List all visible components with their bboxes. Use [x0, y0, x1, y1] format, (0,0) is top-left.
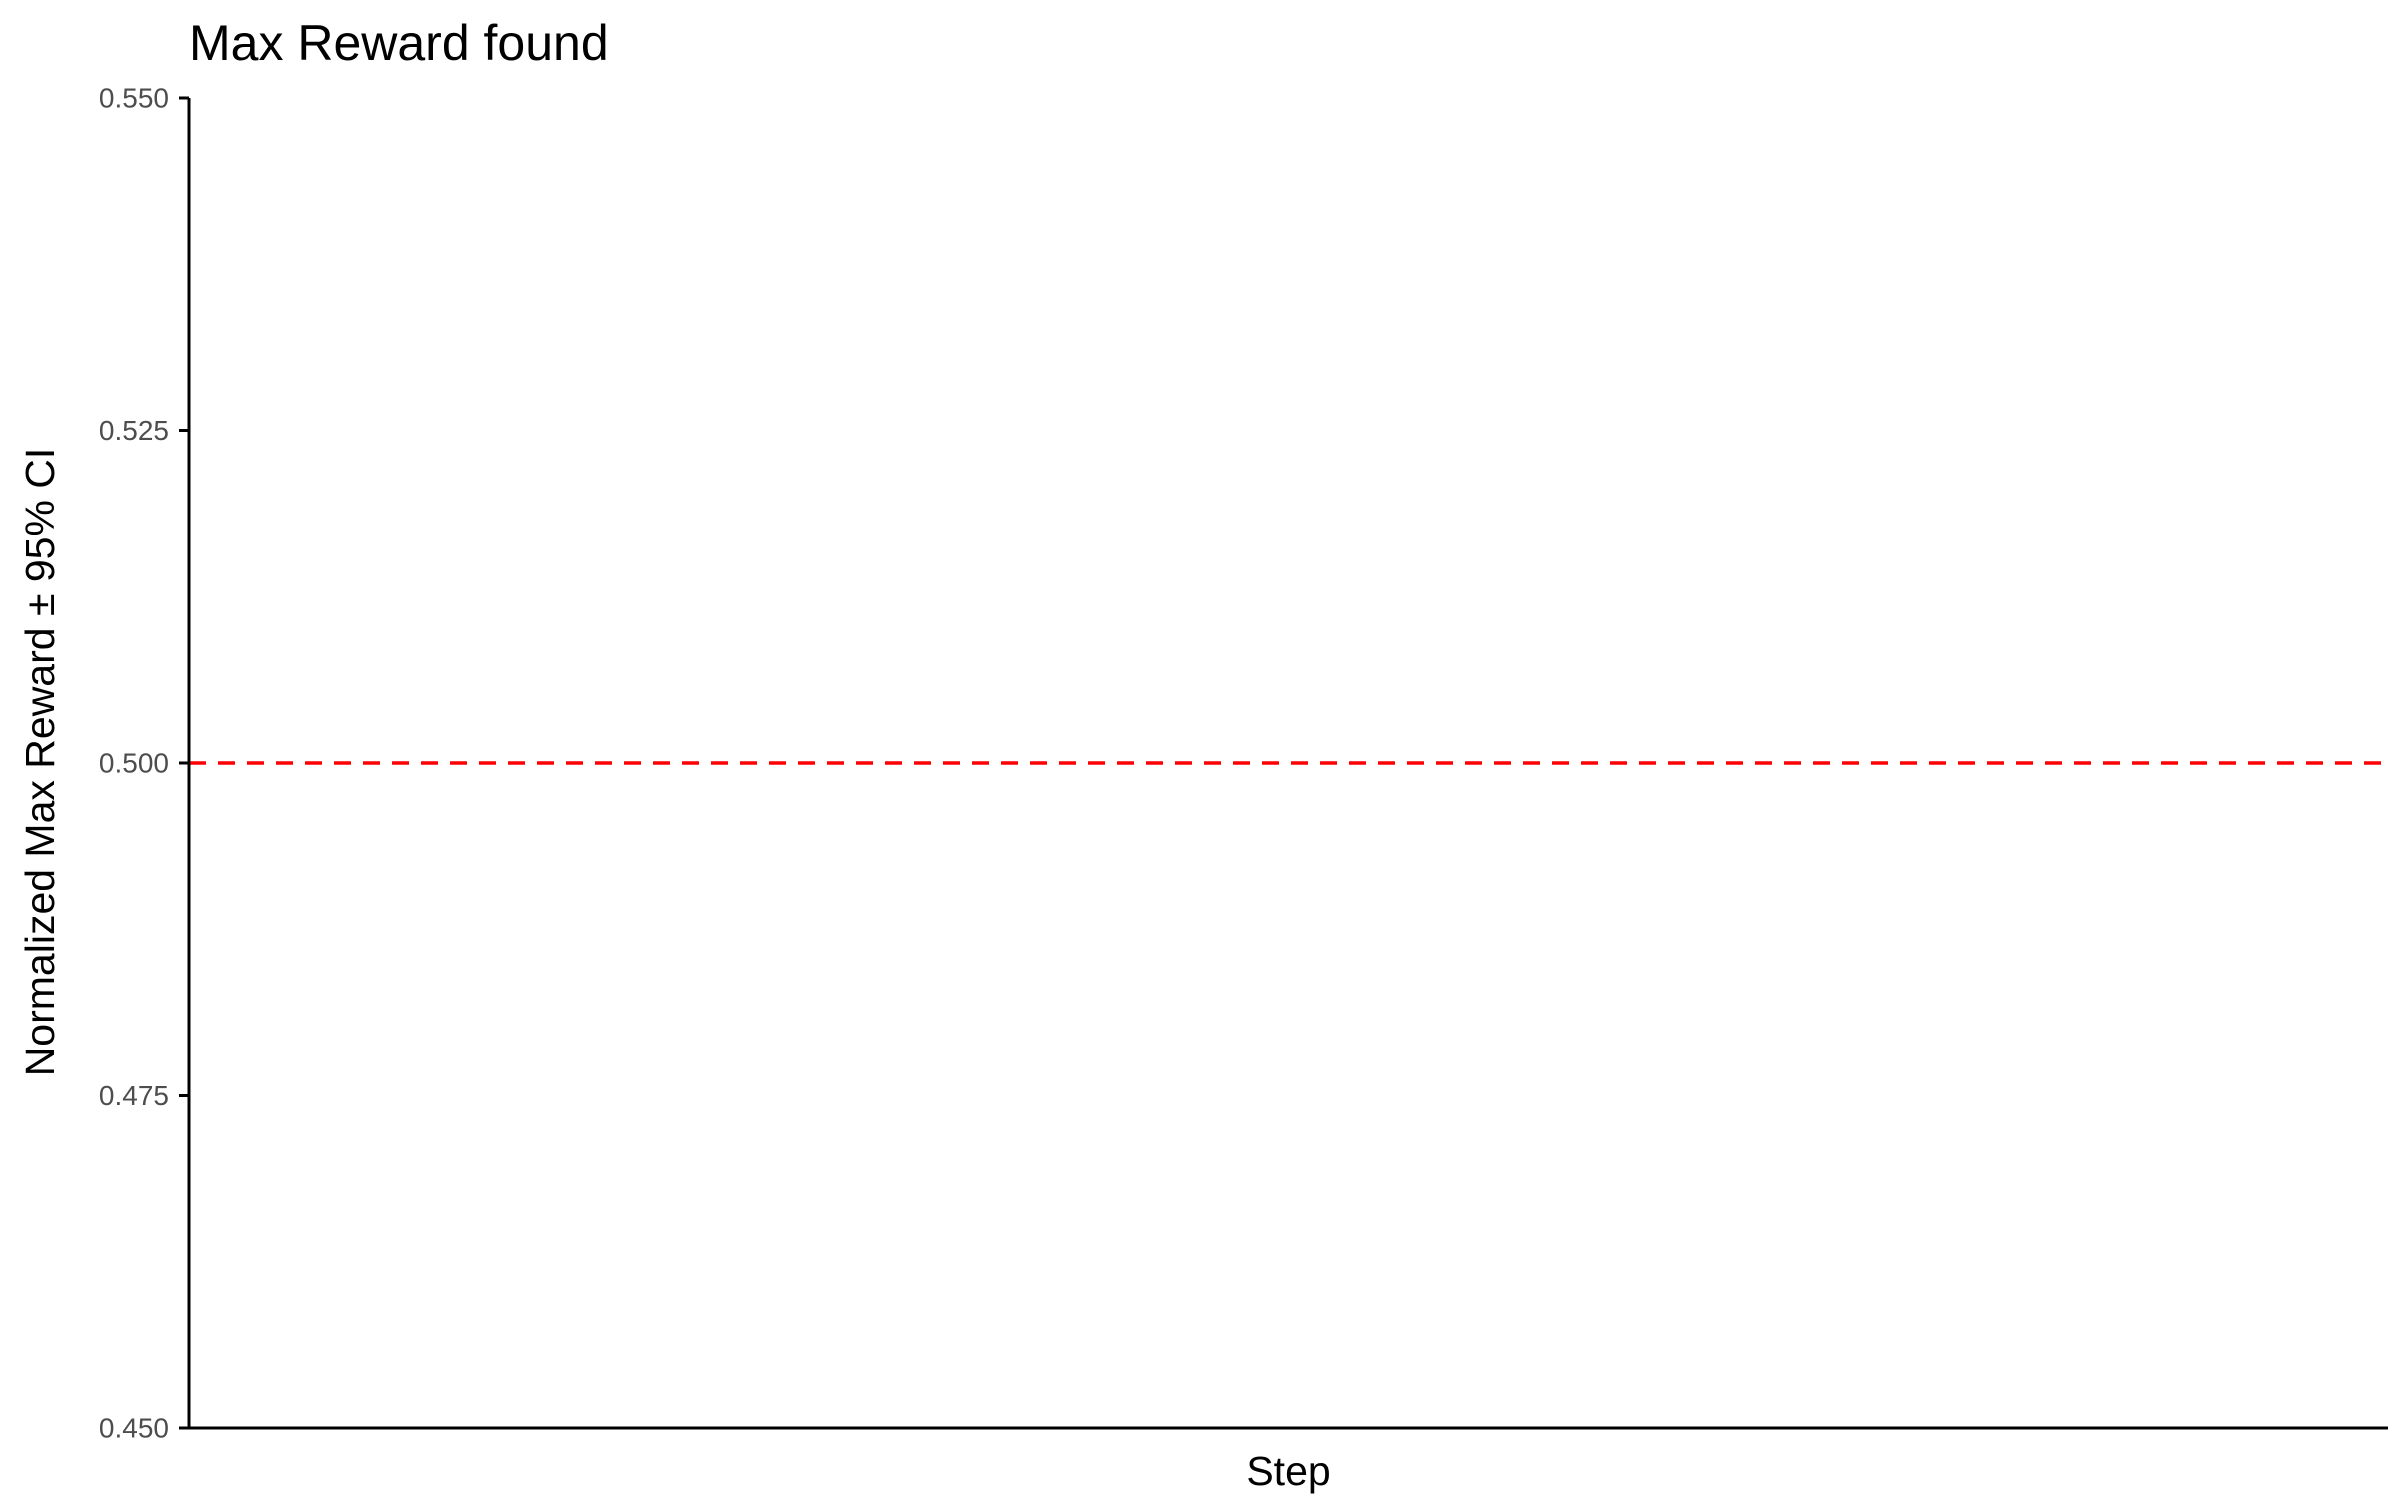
x-axis-title: Step — [1246, 1448, 1330, 1494]
chart-title: Max Reward found — [189, 15, 609, 71]
y-tick-label: 0.500 — [99, 748, 169, 779]
y-tick-label: 0.525 — [99, 415, 169, 446]
y-tick-label: 0.550 — [99, 83, 169, 114]
y-axis-ticks: 0.450 0.475 0.500 0.525 0.550 — [99, 83, 189, 1444]
y-tick-label: 0.475 — [99, 1080, 169, 1111]
y-tick-label: 0.450 — [99, 1413, 169, 1444]
y-axis-title: Normalized Max Reward ± 95% CI — [17, 448, 63, 1077]
